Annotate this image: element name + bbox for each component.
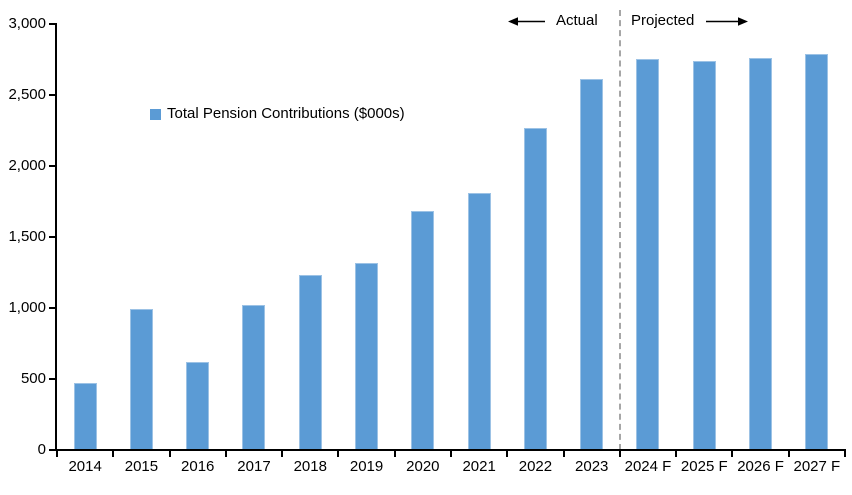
x-tick-label: 2014 xyxy=(68,458,102,475)
bar-column xyxy=(789,24,845,450)
x-axis-tick xyxy=(56,450,58,457)
bar-2021 xyxy=(467,193,491,450)
actual-label: Actual xyxy=(556,12,598,29)
bar-column xyxy=(620,24,676,450)
bar-2022 xyxy=(523,128,547,450)
x-axis-tick xyxy=(337,450,340,457)
y-axis-tick xyxy=(49,449,56,451)
x-axis-tick xyxy=(618,450,621,457)
x-axis-tick xyxy=(787,450,790,457)
x-tick-label: 2019 xyxy=(349,458,384,475)
bar-2014 xyxy=(73,383,97,450)
x-tick-label: 2024 F xyxy=(624,458,672,475)
x-tick-label: 2020 xyxy=(406,458,440,475)
legend-swatch-icon xyxy=(150,108,161,120)
y-tick-label: 1,500 xyxy=(8,228,46,245)
y-axis-tick xyxy=(49,307,56,309)
x-tick-label: 2027 F xyxy=(793,458,841,475)
x-tick-label: 2016 xyxy=(181,458,215,475)
bar-column xyxy=(451,24,507,450)
plot-area xyxy=(57,24,845,450)
bar-column xyxy=(170,24,226,450)
x-axis-tick xyxy=(506,450,509,457)
y-tick-label: 2,500 xyxy=(8,86,46,103)
bar-2027-f xyxy=(805,54,829,450)
x-tick-label: 2015 xyxy=(124,458,159,475)
bar-column xyxy=(507,24,563,450)
x-axis-tick xyxy=(562,450,565,457)
y-tick-label: 1,000 xyxy=(8,299,46,316)
bar-2018 xyxy=(298,275,322,450)
x-tick-label: 2022 xyxy=(518,458,553,475)
x-tick-label: 2026 F xyxy=(737,458,784,475)
y-axis-tick xyxy=(49,236,56,238)
bar-column xyxy=(226,24,282,450)
x-axis-tick xyxy=(112,450,115,457)
bar-2017 xyxy=(242,305,266,450)
actual-projected-divider xyxy=(618,10,621,450)
y-tick-label: 2,000 xyxy=(8,157,46,174)
bar-2015 xyxy=(129,309,153,450)
x-tick-label: 2021 xyxy=(462,458,496,475)
bar-column xyxy=(395,24,451,450)
right-arrow-icon xyxy=(706,17,748,26)
x-axis-tick xyxy=(731,450,734,457)
bar-2019 xyxy=(355,263,379,450)
y-axis-tick xyxy=(49,94,56,96)
bar-2025-f xyxy=(692,61,716,450)
x-tick-label: 2017 xyxy=(237,458,271,475)
bar-column xyxy=(676,24,732,450)
bar-2024-f xyxy=(636,59,660,450)
y-tick-label: 0 xyxy=(37,441,46,458)
y-axis-tick xyxy=(49,378,56,380)
y-tick-label: 500 xyxy=(20,370,46,387)
legend: Total Pension Contributions ($000s) xyxy=(150,105,405,123)
x-axis-tick xyxy=(844,450,846,457)
x-axis-tick xyxy=(450,450,452,457)
x-tick-label: 2025 F xyxy=(680,458,728,475)
left-arrow-icon xyxy=(508,17,545,26)
bar-column xyxy=(113,24,169,450)
x-tick-label: 2023 xyxy=(575,458,609,475)
x-axis-tick xyxy=(675,450,678,457)
x-axis-tick xyxy=(224,450,227,457)
bar-2016 xyxy=(186,362,210,450)
y-axis-tick xyxy=(49,23,56,25)
y-axis-line xyxy=(55,23,57,451)
bar-column xyxy=(732,24,788,450)
y-axis-tick xyxy=(49,165,56,167)
x-axis-tick xyxy=(393,450,396,457)
bar-2020 xyxy=(411,211,435,450)
bar-2023 xyxy=(580,79,604,450)
y-tick-label: 3,000 xyxy=(8,15,46,32)
projected-label: Projected xyxy=(631,12,695,29)
bar-column xyxy=(338,24,394,450)
x-axis-tick xyxy=(168,450,171,457)
bar-column xyxy=(57,24,113,450)
x-tick-label: 2018 xyxy=(293,458,327,475)
legend-series-label: Total Pension Contributions ($000s) xyxy=(167,105,405,122)
bar-column xyxy=(564,24,620,450)
x-axis-tick xyxy=(281,450,284,457)
bar-2026-f xyxy=(749,58,773,450)
bar-column xyxy=(282,24,338,450)
